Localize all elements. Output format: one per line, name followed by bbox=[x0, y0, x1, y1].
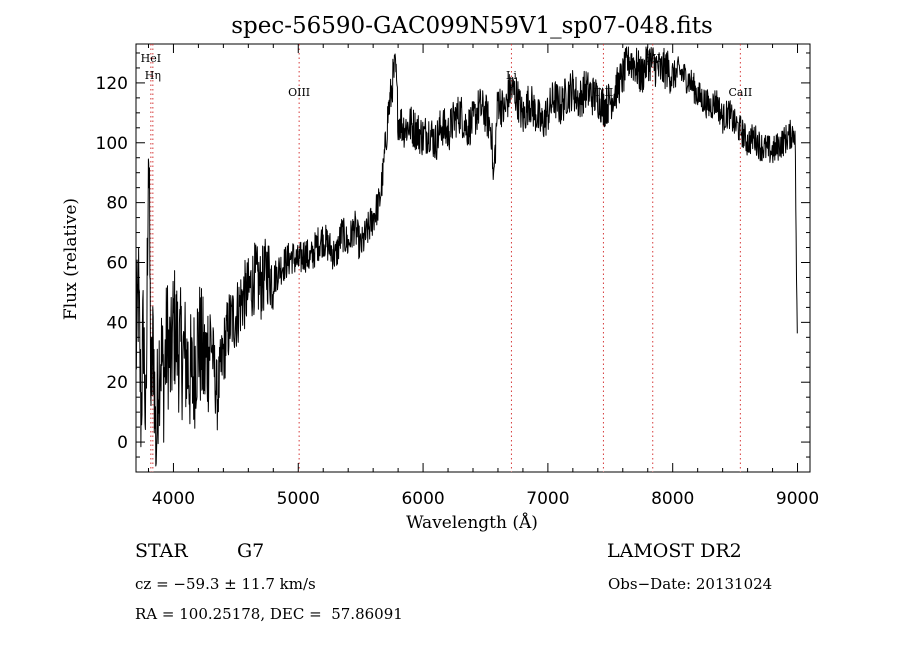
y-tick-label-0: 0 bbox=[117, 433, 128, 453]
chart-title: spec-56590-GAC099N59V1_sp07-048.fits bbox=[231, 13, 713, 39]
axes: 4000 5000 6000 7000 8000 9000 0 20 40 60 80 100 120 bbox=[96, 44, 819, 509]
y-tick-label-6: 120 bbox=[96, 74, 128, 94]
y-tick-label-3: 60 bbox=[106, 253, 128, 273]
line-marker-label-1: Hη bbox=[145, 69, 161, 82]
line-marker-label-0: HeI bbox=[141, 52, 161, 65]
y-tick-label-2: 40 bbox=[106, 313, 128, 333]
object-class: STAR bbox=[135, 540, 188, 562]
line-marker-label-3: Li bbox=[506, 69, 517, 82]
x-tick-label-1: 5000 bbox=[277, 489, 320, 509]
observation-date: Obs−Date: 20131024 bbox=[608, 575, 773, 593]
x-tick-label-5: 9000 bbox=[776, 489, 819, 509]
y-axis-label: Flux (relative) bbox=[61, 198, 81, 320]
line-marker-label-2: OIII bbox=[288, 86, 310, 99]
x-tick-label-2: 6000 bbox=[401, 489, 444, 509]
redshift-velocity: cz = −59.3 ± 11.7 km/s bbox=[135, 575, 316, 593]
x-tick-label-0: 4000 bbox=[152, 489, 195, 509]
spectrum-series bbox=[135, 46, 798, 467]
spectral-subclass: G7 bbox=[237, 540, 265, 562]
x-tick-label-4: 8000 bbox=[651, 489, 694, 509]
x-axis-label: Wavelength (Å) bbox=[406, 512, 538, 533]
y-tick-label-5: 100 bbox=[96, 134, 128, 154]
line-marker-label-6: CaII bbox=[729, 86, 753, 99]
survey-name: LAMOST DR2 bbox=[607, 540, 742, 562]
y-tick-label-4: 80 bbox=[106, 194, 128, 214]
x-tick-label-3: 7000 bbox=[526, 489, 569, 509]
spectrum-line bbox=[135, 46, 798, 467]
y-tick-label-1: 20 bbox=[106, 373, 128, 393]
coordinates: RA = 100.25178, DEC = 57.86091 bbox=[135, 605, 403, 623]
